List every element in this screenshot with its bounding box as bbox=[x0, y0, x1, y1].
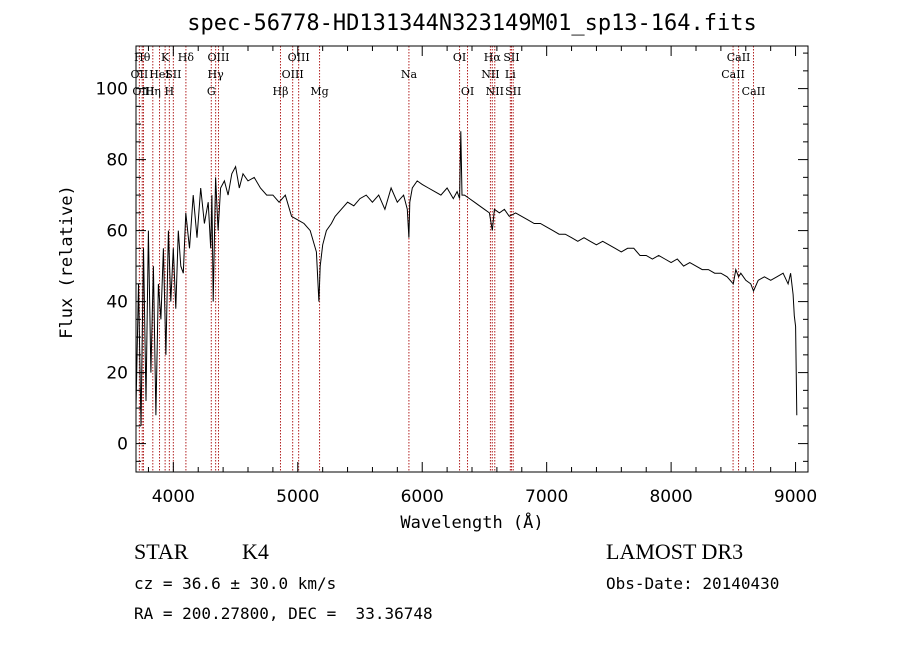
spectral-line-label: CaII bbox=[727, 51, 751, 64]
spectral-line-label: G bbox=[207, 85, 216, 98]
chart-title: spec-56778-HD131344N323149M01_sp13-164.f… bbox=[187, 11, 757, 36]
spectral-line-label: Hβ bbox=[273, 85, 289, 98]
y-tick-label: 40 bbox=[106, 293, 128, 313]
x-tick-label: 4000 bbox=[152, 487, 195, 507]
spectral-line-label: Na bbox=[401, 68, 418, 81]
spectral-line-label: HeI bbox=[149, 68, 169, 81]
x-tick-label: 6000 bbox=[401, 487, 444, 507]
spectral-line-label: K bbox=[161, 51, 170, 64]
y-tick-label: 60 bbox=[106, 222, 128, 242]
axis-ticks: 4000 5000 6000 7000 8000 9000 0 20 40 60 80 100 bbox=[96, 46, 817, 507]
spectral-line-label: NII bbox=[486, 85, 504, 98]
plot-frame bbox=[135, 45, 809, 473]
spectral-line-label: CaII bbox=[742, 85, 766, 98]
spectrum-line bbox=[135, 131, 798, 426]
spectral-line-label: Hγ bbox=[208, 68, 225, 81]
y-tick-label: 80 bbox=[106, 151, 128, 171]
spectral-line-label: Hδ bbox=[178, 51, 195, 64]
spectral-line-label: Li bbox=[505, 68, 516, 81]
spectral-lines bbox=[138, 46, 754, 472]
spectral-line-label: OIII bbox=[207, 51, 229, 64]
y-tick-label: 20 bbox=[106, 364, 128, 384]
coordinates-info: RA = 200.27800, DEC = 33.36748 bbox=[134, 604, 433, 623]
spectral-line-label: OIII bbox=[282, 68, 304, 81]
y-tick-label: 0 bbox=[117, 435, 128, 455]
redshift-info: cz = 36.6 ± 30.0 km/s bbox=[134, 574, 337, 593]
x-tick-label: 5000 bbox=[276, 487, 319, 507]
spectral-line-label: SII bbox=[505, 85, 521, 98]
object-class: STAR bbox=[134, 539, 189, 564]
x-tick-label: 8000 bbox=[649, 487, 692, 507]
y-axis-label: Flux (relative) bbox=[57, 185, 77, 339]
survey-label: LAMOST DR3 bbox=[606, 539, 744, 564]
spectral-line-label: Hη bbox=[145, 85, 161, 98]
spectral-line-label: H bbox=[165, 85, 175, 98]
spectral-line-label: OI bbox=[453, 51, 466, 64]
spectral-line-label: Hα bbox=[484, 51, 502, 64]
spectral-line-label: OI bbox=[461, 85, 474, 98]
spectral-line-label: Mg bbox=[310, 85, 328, 98]
spectral-line-labels: OIIHθOIIIHηHeIKHSIIHδGHγOIIIHβOIIIOIIIMg… bbox=[131, 51, 766, 98]
spectral-line-label: OII bbox=[131, 68, 149, 81]
spectral-line-label: CaII bbox=[721, 68, 745, 81]
spectral-line-label: SII bbox=[503, 51, 519, 64]
x-tick-label: 9000 bbox=[774, 487, 817, 507]
object-subclass: K4 bbox=[242, 539, 269, 564]
spectral-line-label: Hθ bbox=[134, 51, 151, 64]
observation-date: Obs-Date: 20140430 bbox=[606, 574, 780, 593]
y-tick-label: 100 bbox=[96, 80, 128, 100]
x-axis-label: Wavelength (Å) bbox=[400, 511, 543, 533]
x-tick-label: 7000 bbox=[525, 487, 568, 507]
spectral-line-label: NII bbox=[481, 68, 499, 81]
spectral-line-label: SII bbox=[165, 68, 181, 81]
spectral-line-label: OIII bbox=[288, 51, 310, 64]
